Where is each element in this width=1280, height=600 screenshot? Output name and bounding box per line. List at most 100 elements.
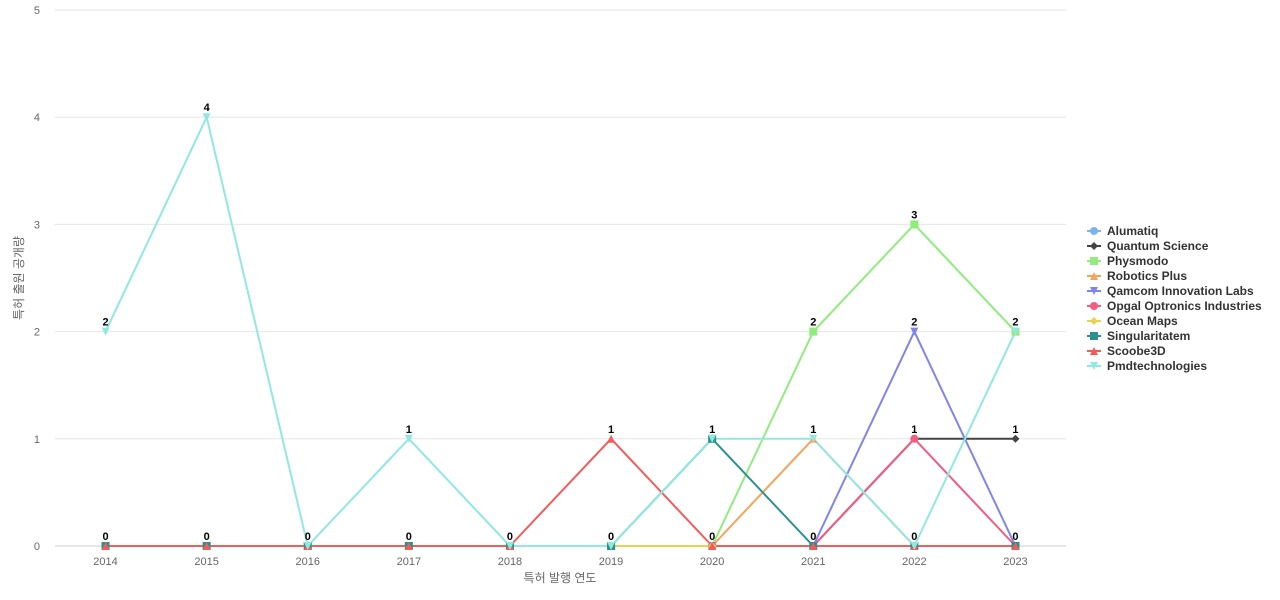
- legend-item[interactable]: Qamcom Innovation Labs: [1087, 284, 1254, 298]
- legend-label: Opgal Optronics Industries: [1107, 299, 1262, 313]
- y-tick-label: 3: [34, 219, 40, 231]
- data-label: 0: [406, 531, 412, 543]
- data-label: 0: [204, 531, 210, 543]
- data-label: 1: [608, 424, 614, 436]
- data-point[interactable]: [202, 542, 211, 550]
- legend-label: Robotics Plus: [1107, 269, 1187, 283]
- legend-symbol: [1090, 272, 1098, 280]
- data-label: 4: [204, 102, 211, 114]
- data-point[interactable]: [101, 542, 110, 550]
- y-axis-title: 특허 출원 공개량: [12, 236, 26, 320]
- data-label: 2: [810, 317, 816, 329]
- legend-item[interactable]: Quantum Science: [1087, 239, 1209, 253]
- legend-label: Qamcom Innovation Labs: [1107, 284, 1254, 298]
- x-tick-label: 2023: [1003, 556, 1027, 568]
- data-point[interactable]: [809, 434, 818, 443]
- legend-item[interactable]: Robotics Plus: [1087, 269, 1187, 283]
- data-point[interactable]: [1011, 542, 1020, 550]
- data-label: 0: [911, 531, 917, 543]
- data-point[interactable]: [303, 542, 312, 550]
- legend-label: Alumatiq: [1107, 224, 1158, 238]
- data-labels: 2 0 4 0 0 1 0 0 1 0 1 0 2 1 0 3 2 1 0 2 1 0: [102, 102, 1018, 543]
- legend-item[interactable]: Alumatiq: [1087, 224, 1158, 238]
- data-point[interactable]: [505, 542, 514, 550]
- data-point[interactable]: [910, 220, 919, 229]
- y-axis-ticks: 0 1 2 3 4 5: [34, 5, 40, 553]
- x-tick-label: 2015: [194, 556, 218, 568]
- data-label: 0: [102, 531, 108, 543]
- series-markers: [101, 113, 1020, 550]
- data-point[interactable]: [101, 327, 110, 336]
- data-label: 0: [1012, 531, 1018, 543]
- y-tick-label: 0: [34, 541, 40, 553]
- legend-item[interactable]: Scoobe3D: [1087, 344, 1166, 358]
- x-tick-label: 2018: [498, 556, 522, 568]
- data-point[interactable]: [404, 542, 413, 550]
- data-point[interactable]: [910, 327, 919, 336]
- data-point[interactable]: [910, 542, 919, 550]
- data-label: 1: [911, 424, 917, 436]
- x-tick-label: 2022: [902, 556, 926, 568]
- data-label: 1: [810, 424, 816, 436]
- legend-label: Quantum Science: [1107, 239, 1209, 253]
- data-label: 2: [102, 317, 108, 329]
- series-lines: [104, 116, 1017, 547]
- grid-lines: [55, 9, 1066, 440]
- x-tick-label: 2016: [296, 556, 320, 568]
- legend-label: Scoobe3D: [1107, 344, 1166, 358]
- y-tick-label: 4: [34, 112, 40, 124]
- series-line-8: [105, 437, 1016, 547]
- data-point[interactable]: [1011, 327, 1020, 336]
- legend-item[interactable]: Ocean Maps: [1087, 314, 1178, 328]
- data-point[interactable]: [708, 542, 717, 550]
- data-point[interactable]: [607, 434, 616, 443]
- series-line-2: [105, 223, 1017, 547]
- y-tick-label: 1: [34, 434, 40, 446]
- data-point[interactable]: [607, 542, 616, 550]
- x-tick-label: 2019: [599, 556, 623, 568]
- legend-symbol: [1090, 347, 1098, 355]
- x-axis-title: 특허 발행 연도: [524, 570, 597, 585]
- x-tick-label: 2014: [93, 556, 117, 568]
- data-point[interactable]: [910, 434, 919, 443]
- y-tick-label: 5: [34, 5, 40, 17]
- data-label: 2: [911, 317, 917, 329]
- legend-symbol: [1090, 227, 1098, 235]
- data-label: 1: [1012, 424, 1018, 436]
- legend-item[interactable]: Pmdtechnologies: [1087, 359, 1207, 373]
- legend-symbol: [1090, 257, 1098, 265]
- data-label: 0: [810, 531, 816, 543]
- legend-symbol: [1090, 362, 1098, 370]
- legend-label: Physmodo: [1107, 254, 1168, 268]
- data-point[interactable]: [202, 113, 211, 122]
- data-label: 2: [1012, 317, 1018, 329]
- legend-symbol: [1090, 302, 1098, 310]
- series-line-9: [104, 116, 1017, 547]
- legend-label: Singularitatem: [1107, 329, 1190, 343]
- legend-symbol: [1090, 242, 1098, 250]
- data-point[interactable]: [809, 542, 818, 550]
- legend-label: Pmdtechnologies: [1107, 359, 1207, 373]
- data-label: 3: [911, 209, 917, 221]
- legend-item[interactable]: Physmodo: [1087, 254, 1168, 268]
- legend-symbol: [1090, 332, 1098, 340]
- data-label: 0: [305, 531, 311, 543]
- legend-item[interactable]: Singularitatem: [1087, 329, 1190, 343]
- data-label: 1: [709, 424, 715, 436]
- legend-symbol: [1090, 287, 1098, 295]
- legend-item[interactable]: Opgal Optronics Industries: [1087, 299, 1262, 313]
- legend-symbol: [1090, 317, 1098, 325]
- data-point[interactable]: [404, 434, 413, 443]
- x-tick-label: 2021: [801, 556, 825, 568]
- data-label: 0: [507, 531, 513, 543]
- y-tick-label: 2: [34, 327, 40, 339]
- x-tick-label: 2017: [397, 556, 421, 568]
- data-point[interactable]: [809, 327, 818, 336]
- data-label: 0: [709, 531, 715, 543]
- data-point[interactable]: [708, 434, 717, 443]
- data-point[interactable]: [1011, 434, 1020, 443]
- data-label: 1: [406, 424, 412, 436]
- data-label: 0: [608, 531, 614, 543]
